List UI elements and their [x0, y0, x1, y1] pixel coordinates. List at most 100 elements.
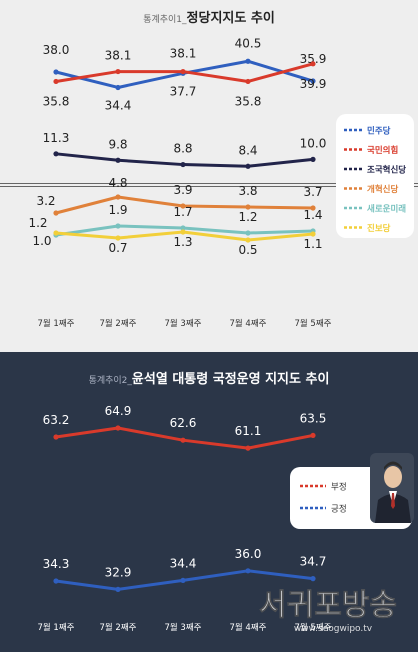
- chart1-data-label: 1.0: [32, 234, 51, 248]
- chart1-data-label: 1.7: [173, 205, 192, 219]
- chart1-point-series-3: [53, 151, 59, 157]
- chart1-x-tick-label: 7월 1째주: [38, 318, 75, 329]
- chart2-data-label: 34.7: [300, 555, 327, 569]
- chart2-point-series-2: [53, 578, 59, 584]
- chart1-data-label: 9.8: [108, 137, 127, 151]
- legend-label-series-1: 부정: [331, 482, 347, 493]
- chart1-data-label: 38.0: [43, 43, 70, 57]
- chart1-data-label: 8.8: [173, 142, 192, 156]
- chart1-point-series-3: [310, 156, 316, 162]
- chart1-point-series-6: [310, 231, 316, 237]
- chart1-data-label: 11.3: [43, 131, 70, 145]
- chart1-point-series-4: [180, 203, 186, 209]
- chart2-point-series-1: [245, 445, 251, 451]
- chart1-data-label: 3.2: [36, 194, 55, 208]
- chart2-x-tick-label: 7월 2째주: [100, 622, 137, 633]
- chart1-point-series-6: [180, 229, 186, 235]
- chart1-x-tick-label: 7월 3째주: [165, 318, 202, 329]
- chart1-data-label: 3.9: [173, 183, 192, 197]
- chart1-data-label: 1.1: [303, 237, 322, 251]
- chart1-data-label: 3.7: [303, 185, 322, 199]
- chart2-data-label: 61.1: [235, 424, 262, 438]
- chart1-point-series-1: [245, 58, 251, 64]
- chart1-data-label: 34.4: [105, 98, 132, 112]
- chart1-data-label: 35.9: [300, 52, 327, 66]
- chart2-x-tick-label: 7월 3째주: [165, 622, 202, 633]
- chart2-data-label: 32.9: [105, 565, 132, 579]
- chart2-data-label: 63.2: [43, 413, 70, 427]
- chart1-x-tick-label: 7월 5째주: [295, 318, 332, 329]
- chart1-x-tick-label: 7월 4째주: [230, 318, 267, 329]
- chart1-data-label: 35.8: [235, 94, 262, 108]
- chart2-point-series-1: [115, 425, 121, 431]
- chart1-point-series-3: [115, 157, 121, 163]
- legend-label-series-3: 조국혁신당: [367, 165, 406, 176]
- chart1-title: 통계추이1_정당지지도 추이: [143, 10, 275, 26]
- watermark-name: 서귀포방송: [259, 588, 397, 623]
- chart1-data-label: 1.2: [28, 216, 47, 230]
- chart1-point-series-1: [310, 78, 316, 84]
- chart1-point-series-2: [115, 68, 121, 75]
- chart2-data-label: 34.4: [170, 556, 197, 570]
- chart1-point-series-2: [245, 78, 251, 85]
- chart2-point-series-2: [115, 586, 121, 593]
- chart1-data-label: 39.9: [300, 77, 327, 91]
- chart1-data-label: 35.8: [43, 94, 70, 108]
- chart1-point-series-4: [53, 210, 59, 216]
- chart2-x-tick-label: 7월 4째주: [230, 622, 267, 633]
- chart1-point-series-6: [115, 235, 121, 241]
- chart2-point-series-2: [245, 568, 251, 574]
- chart2-point-series-2: [310, 576, 316, 582]
- legend-label-series-6: 진보당: [367, 223, 391, 234]
- chart1-point-series-5: [115, 223, 121, 229]
- chart1-data-label: 4.8: [108, 176, 127, 190]
- chart1-point-series-2: [180, 68, 186, 75]
- chart1-point-series-6: [245, 237, 251, 243]
- watermark: 서귀포방송 www.seogwipo.tv: [259, 588, 398, 634]
- chart1-data-label: 1.2: [238, 210, 257, 224]
- chart1-data-label: 3.8: [238, 184, 257, 198]
- chart1-data-label: 38.1: [170, 47, 197, 61]
- chart1-point-series-6: [53, 230, 59, 236]
- chart2-x-tick-label: 7월 5째주: [295, 622, 332, 633]
- chart1-point-series-4: [115, 194, 121, 200]
- chart1-data-label: 38.1: [105, 49, 132, 63]
- chart2-point-series-2: [180, 577, 186, 584]
- chart2-data-label: 62.6: [170, 416, 197, 430]
- chart1-point-series-5: [245, 230, 251, 236]
- chart1-point-series-5: [180, 225, 186, 231]
- chart1-data-label: 40.5: [235, 36, 262, 50]
- chart1-point-series-4: [310, 205, 316, 211]
- chart1-point-series-4: [245, 204, 251, 210]
- chart1-data-label: 10.0: [300, 136, 327, 150]
- chart1-point-series-2: [53, 78, 59, 85]
- president-photo: [370, 453, 414, 523]
- chart1-data-label: 0.7: [108, 241, 127, 255]
- chart1-data-label: 1.9: [108, 203, 127, 217]
- legend-label-series-4: 개혁신당: [367, 184, 398, 195]
- chart1-data-label: 8.4: [238, 143, 257, 157]
- chart2-point-series-1: [180, 437, 186, 443]
- legend-label-series-2: 긍정: [331, 504, 347, 515]
- chart1-data-label: 1.4: [303, 208, 322, 222]
- chart1-point-series-3: [180, 161, 186, 168]
- chart1-point-series-1: [53, 69, 59, 75]
- watermark-url: www.seogwipo.tv: [294, 624, 373, 634]
- chart1-data-label: 1.3: [173, 235, 192, 249]
- chart2-data-label: 63.5: [300, 411, 327, 425]
- chart1-x-tick-label: 7월 2째주: [100, 318, 137, 329]
- chart2-plot: 63.2 64.9 62.6 61.1 63.5 34.3 32.9 34.4 36.0 34.7…: [38, 404, 332, 633]
- chart2-point-series-1: [53, 434, 59, 440]
- chart1-data-label: 0.5: [238, 243, 257, 257]
- chart1-point-series-3: [245, 163, 251, 169]
- chart2-data-label: 34.3: [43, 557, 70, 571]
- legend-label-series-5: 새로운미래: [367, 204, 406, 215]
- chart2-data-label: 36.0: [235, 547, 262, 561]
- legend-label-series-1: 민주당: [367, 126, 391, 137]
- chart2-x-tick-label: 7월 1째주: [38, 622, 75, 633]
- chart1-plot: 38.0 34.4 37.7 40.5 35.9 35.8 38.1 38.1 35.8 39.9…: [28, 36, 331, 329]
- chart1-point-series-2: [310, 61, 316, 67]
